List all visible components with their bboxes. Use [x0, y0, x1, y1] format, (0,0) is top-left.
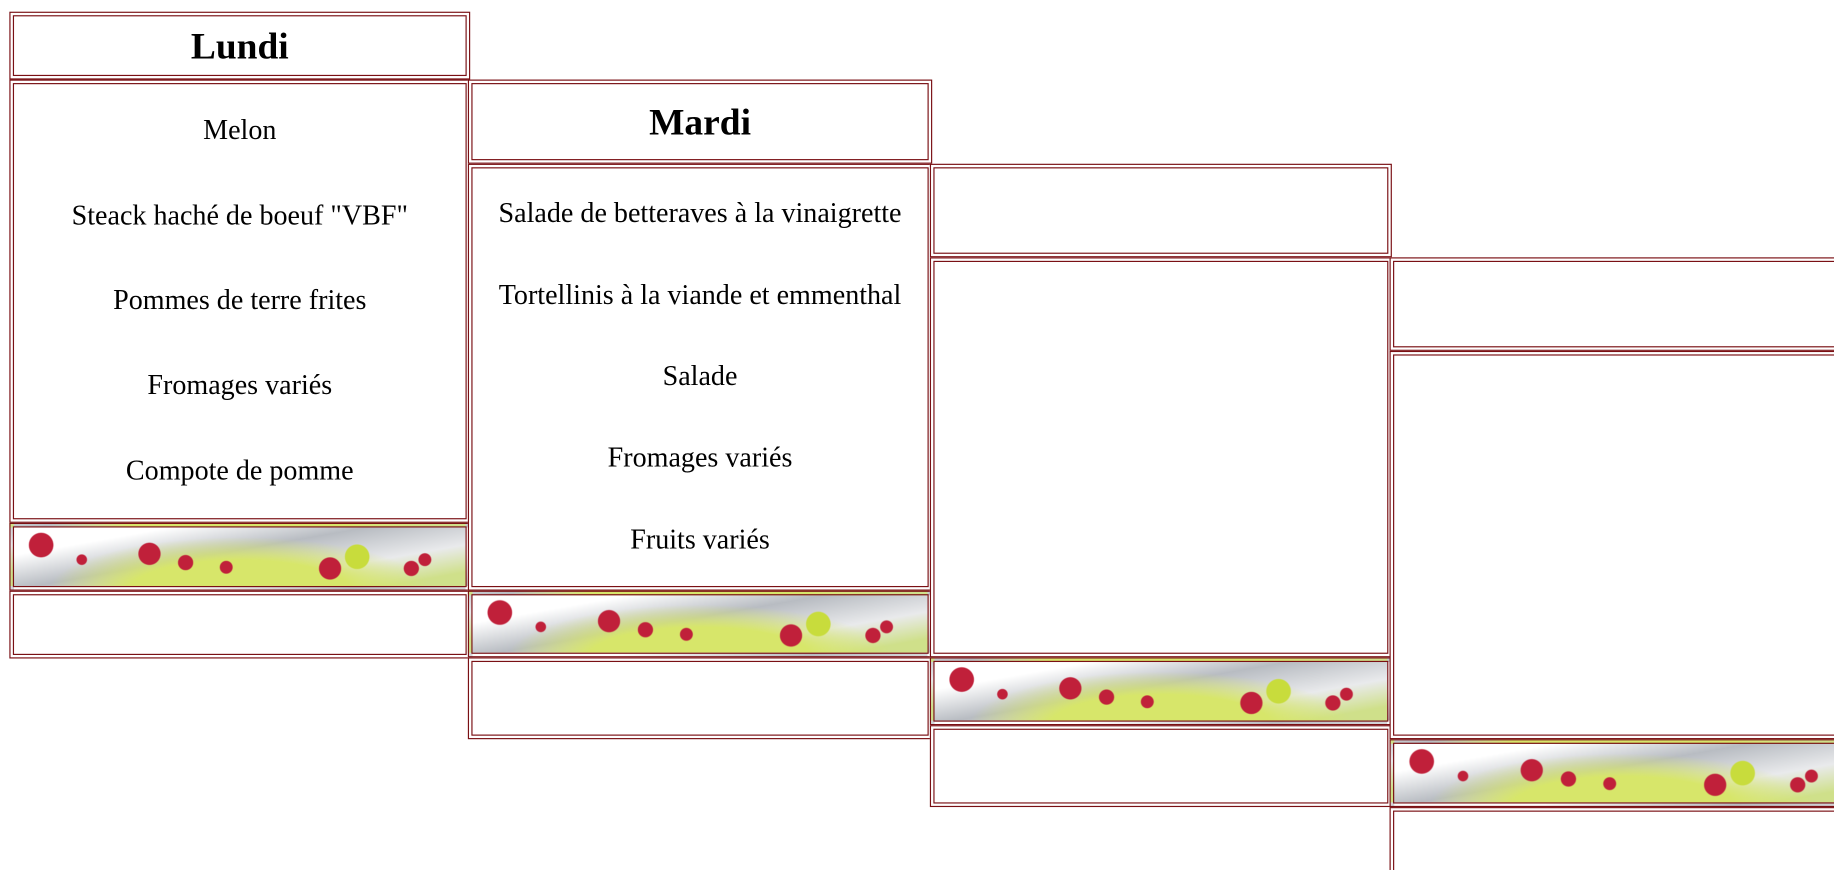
day-menu [929, 257, 1392, 658]
menu-item: Salade de betteraves à la vinaigrette [498, 198, 902, 230]
day-header [1389, 257, 1834, 351]
menu-item: Fruits variés [630, 525, 770, 556]
menu-item: Salade [662, 361, 738, 393]
day-footer [929, 725, 1392, 808]
decor-band [467, 590, 933, 658]
day-menu: Melon Steack haché de boeuf "VBF" Pommes d… [9, 79, 471, 523]
day-menu [1389, 350, 1834, 740]
day-header [929, 163, 1392, 258]
menu-item: Pommes de terre frites [113, 285, 367, 317]
day-header: Lundi [9, 11, 471, 80]
menu-item: Melon [203, 116, 277, 147]
menu-item: Fromages variés [607, 443, 793, 475]
day-footer [9, 590, 471, 659]
decor-band [9, 522, 471, 591]
decor-band [1389, 739, 1834, 808]
decor-band [929, 657, 1392, 726]
day-footer [467, 657, 933, 740]
day-header: Mardi [467, 79, 933, 164]
menu-item: Compote de pomme [125, 455, 354, 487]
menu-item: Tortellinis à la viande et emmenthal [498, 280, 902, 311]
menu-item: Fromages variés [147, 370, 333, 402]
day-footer [1389, 807, 1834, 870]
menu-item: Steack haché de boeuf "VBF" [71, 201, 408, 232]
day-menu: Salade de betteraves à la vinaigrette Tor… [467, 163, 933, 591]
